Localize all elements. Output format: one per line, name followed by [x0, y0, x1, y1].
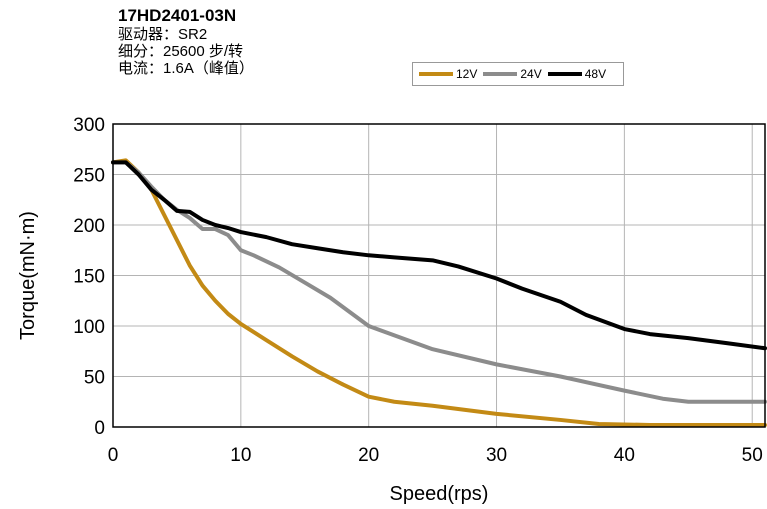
x-tick-label: 40 — [614, 445, 635, 466]
legend-label-24v: 24V — [520, 67, 542, 81]
microstep-label: 细分：25600 步/转 — [118, 42, 244, 60]
x-tick-label: 30 — [486, 445, 507, 466]
driver-label: 驱动器：SR2 — [118, 25, 208, 43]
legend: 12V 24V 48V — [412, 62, 624, 86]
y-tick-label: 0 — [94, 418, 105, 439]
legend-label-48v: 48V — [584, 67, 607, 81]
series-line-12v — [111, 158, 767, 427]
legend-swatch-48v — [547, 72, 582, 76]
y-tick-label: 300 — [73, 115, 105, 136]
y-tick-label: 150 — [73, 267, 105, 288]
x-tick-label: 50 — [742, 445, 763, 466]
x-axis-title: Speed(rps) — [390, 483, 489, 505]
legend-swatch-24v — [483, 72, 518, 76]
current-label: 电流：1.6A（峰值） — [118, 60, 254, 78]
legend-item-48v: 48V — [547, 67, 607, 81]
legend-item-24v: 24V — [483, 67, 542, 81]
title-block: 17HD2401-03N 驱动器：SR2 细分：25600 步/转 电流：1.6… — [118, 6, 254, 77]
y-tick-label: 250 — [73, 166, 105, 187]
x-tick-label: 10 — [230, 445, 251, 466]
y-tick-label: 200 — [73, 216, 105, 237]
legend-item-12v: 12V — [419, 67, 477, 81]
series-lines — [111, 158, 767, 427]
tick-labels: 0 10 20 30 40 50 0 50 100 150 200 250 300 — [73, 115, 762, 466]
y-tick-label: 100 — [73, 317, 105, 338]
chart-title: 17HD2401-03N — [118, 6, 237, 25]
series-line-48v — [111, 160, 767, 351]
legend-label-12v: 12V — [456, 67, 478, 81]
legend-swatch-12v — [419, 72, 453, 76]
x-tick-label: 20 — [358, 445, 379, 466]
x-tick-label: 0 — [108, 445, 119, 466]
plot-frame — [112, 123, 766, 428]
series-line-24v — [111, 160, 767, 404]
y-tick-label: 50 — [84, 368, 105, 389]
y-axis-title: Torque(mN·m) — [17, 211, 39, 340]
grid — [113, 124, 765, 427]
